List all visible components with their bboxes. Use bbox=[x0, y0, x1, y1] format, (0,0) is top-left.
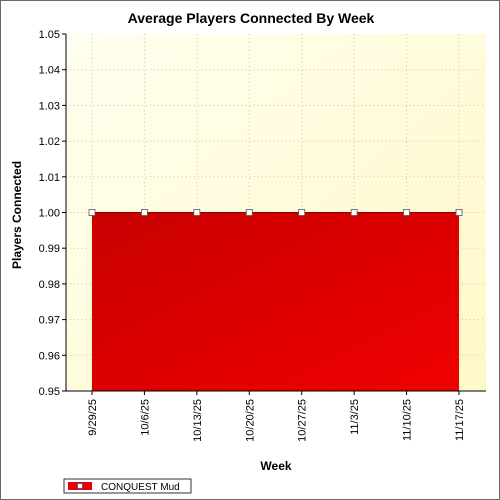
y-tick-label: 1.02 bbox=[39, 136, 60, 148]
data-markers bbox=[88, 209, 463, 216]
y-axis-label: Players Connected bbox=[10, 161, 24, 269]
legend: CONQUEST Mud bbox=[63, 478, 192, 494]
x-tick-label: 10/20/25 bbox=[244, 399, 256, 442]
x-tick-label: 10/27/25 bbox=[297, 399, 309, 442]
y-tick-label: 0.96 bbox=[39, 350, 60, 362]
x-tick-label: 11/3/25 bbox=[349, 399, 361, 435]
data-point-marker bbox=[455, 209, 463, 216]
data-point-marker bbox=[88, 209, 96, 216]
x-tick-label: 11/10/25 bbox=[402, 399, 414, 441]
y-tick-label: 1.04 bbox=[39, 65, 60, 77]
y-tick-label: 1.00 bbox=[39, 208, 60, 220]
chart-title: Average Players Connected By Week bbox=[128, 10, 375, 26]
y-tick-label: 0.98 bbox=[39, 279, 60, 291]
data-point-marker bbox=[403, 209, 410, 216]
x-axis-ticks: 9/29/25 10/6/25 10/13/25 10/20/25 10/27/25 11… bbox=[87, 391, 466, 442]
data-point-marker bbox=[298, 209, 306, 216]
x-tick-label: 11/17/25 bbox=[454, 399, 466, 441]
data-point-marker bbox=[245, 209, 253, 216]
y-tick-label: 1.05 bbox=[39, 29, 60, 41]
data-point-marker bbox=[350, 209, 358, 216]
x-tick-label: 9/29/25 bbox=[87, 399, 99, 436]
y-tick-label: 0.99 bbox=[39, 243, 60, 255]
y-axis-ticks: 0.95 0.96 0.97 0.98 0.99 1.00 1.01 1.02 1.03 1.04… bbox=[39, 29, 66, 398]
y-tick-label: 0.95 bbox=[39, 386, 60, 398]
y-tick-label: 1.01 bbox=[39, 172, 60, 184]
y-tick-label: 1.03 bbox=[39, 100, 60, 112]
series-area-conquest-mud bbox=[92, 212, 459, 391]
x-tick-label: 10/6/25 bbox=[139, 399, 151, 436]
legend-box bbox=[63, 478, 192, 494]
x-tick-label: 10/13/25 bbox=[192, 399, 204, 442]
x-axis-label: Week bbox=[260, 459, 291, 473]
legend-label: CONQUEST Mud bbox=[101, 482, 180, 493]
data-point-marker bbox=[193, 209, 201, 216]
data-point-marker bbox=[141, 209, 148, 216]
y-tick-label: 0.97 bbox=[39, 315, 60, 327]
legend-marker bbox=[77, 483, 83, 489]
